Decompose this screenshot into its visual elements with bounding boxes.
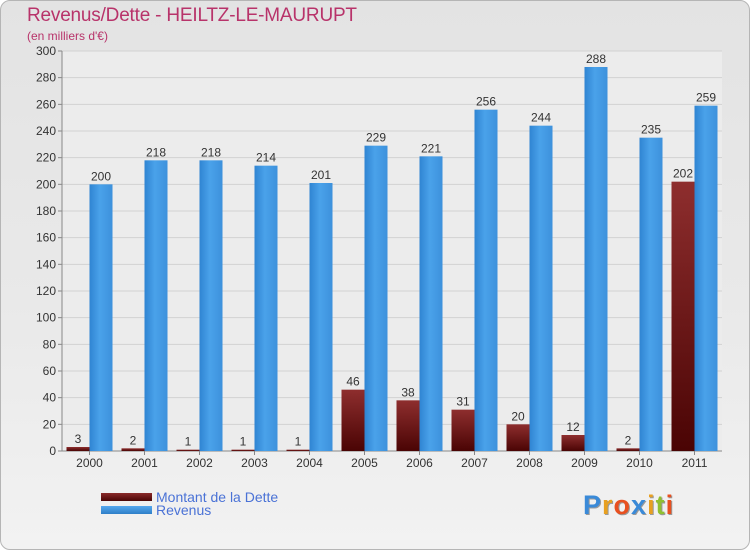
- y-tick-label: 280: [36, 71, 56, 85]
- data-label-revenus-2008: 244: [531, 111, 551, 125]
- y-tick-label: 180: [36, 204, 56, 218]
- bar-revenus-2004: [309, 183, 333, 451]
- legend-label-revenus: Revenus: [156, 502, 212, 518]
- logo-letter: t: [655, 490, 666, 520]
- bar-debt-2008: [506, 424, 530, 451]
- logo-letter: i: [647, 490, 656, 520]
- x-tick-label: 2005: [351, 456, 378, 470]
- data-label-revenus-2009: 288: [586, 52, 606, 66]
- y-tick-label: 240: [36, 124, 56, 138]
- data-label-revenus-2006: 221: [421, 141, 441, 155]
- bar-revenus-2005: [364, 145, 388, 451]
- bar-revenus-2011: [694, 105, 718, 452]
- data-label-debt-2005: 46: [346, 375, 360, 389]
- bar-revenus-2010: [639, 137, 663, 451]
- data-label-revenus-2001: 218: [146, 145, 166, 159]
- data-label-debt-2000: 3: [75, 432, 82, 446]
- data-label-debt-2003: 1: [240, 435, 247, 449]
- logo-letter: x: [631, 490, 648, 520]
- data-label-debt-2004: 1: [295, 435, 302, 449]
- legend-swatch-revenus: [101, 506, 152, 514]
- y-tick-label: 160: [36, 231, 56, 245]
- x-tick-label: 2004: [296, 456, 323, 470]
- bar-debt-2004: [286, 449, 310, 451]
- bar-debt-2002: [176, 449, 200, 451]
- y-tick-label: 60: [43, 364, 57, 378]
- data-label-revenus-2003: 214: [256, 151, 276, 165]
- legend-swatch-debt: [101, 493, 152, 501]
- data-label-debt-2002: 1: [185, 435, 192, 449]
- logo-letter: r: [602, 490, 614, 520]
- data-label-revenus-2010: 235: [641, 123, 661, 137]
- bar-revenus-2002: [199, 160, 223, 452]
- y-tick-label: 120: [36, 284, 56, 298]
- x-tick-label: 2003: [241, 456, 268, 470]
- data-label-debt-2006: 38: [401, 385, 415, 399]
- data-label-debt-2010: 2: [625, 433, 632, 447]
- bar-debt-2001: [121, 448, 145, 451]
- bar-revenus-2007: [474, 109, 498, 452]
- data-label-debt-2001: 2: [130, 433, 137, 447]
- x-tick-label: 2009: [571, 456, 598, 470]
- y-tick-label: 100: [36, 311, 56, 325]
- data-label-debt-2011: 202: [673, 167, 693, 181]
- data-label-revenus-2004: 201: [311, 168, 331, 182]
- y-tick-label: 220: [36, 151, 56, 165]
- data-label-revenus-2011: 259: [696, 91, 716, 105]
- x-tick-label: 2006: [406, 456, 433, 470]
- x-tick-label: 2011: [682, 456, 708, 470]
- chart-title: Revenus/Dette - HEILTZ-LE-MAURUPT: [27, 5, 357, 26]
- data-label-revenus-2000: 200: [91, 169, 111, 183]
- data-label-debt-2007: 31: [456, 395, 470, 409]
- bar-revenus-2000: [89, 184, 113, 452]
- data-label-debt-2008: 20: [511, 409, 525, 423]
- bar-debt-2003: [231, 449, 255, 451]
- logo-letter: P: [583, 490, 603, 520]
- x-tick-label: 2007: [461, 456, 488, 470]
- bar-revenus-2008: [529, 125, 553, 452]
- bar-debt-2006: [396, 400, 420, 451]
- chart-subtitle: (en milliers d'€): [27, 29, 108, 43]
- bar-revenus-2006: [419, 156, 443, 452]
- y-tick-label: 80: [43, 337, 57, 351]
- x-tick-label: 2008: [516, 456, 543, 470]
- x-tick-label: 2002: [186, 456, 213, 470]
- bar-revenus-2003: [254, 165, 278, 451]
- data-label-revenus-2002: 218: [201, 145, 221, 159]
- bar-debt-2005: [341, 389, 365, 451]
- logo-letter: i: [665, 490, 675, 520]
- data-label-revenus-2007: 256: [476, 95, 496, 109]
- y-tick-label: 0: [49, 444, 56, 458]
- y-tick-label: 260: [36, 97, 56, 111]
- y-tick-label: 140: [36, 257, 56, 271]
- bar-debt-2000: [66, 447, 90, 451]
- data-label-revenus-2005: 229: [366, 131, 386, 145]
- data-label-debt-2009: 12: [566, 420, 580, 434]
- x-tick-label: 2000: [76, 456, 103, 470]
- x-tick-label: 2010: [626, 456, 653, 470]
- bar-debt-2009: [561, 435, 585, 451]
- bar-revenus-2009: [584, 67, 608, 451]
- proxiti-logo: Proxiti: [583, 490, 674, 521]
- bar-debt-2007: [451, 409, 475, 451]
- y-tick-label: 40: [43, 391, 57, 405]
- x-tick-label: 2001: [131, 456, 158, 470]
- bar-debt-2011: [671, 181, 695, 451]
- y-tick-label: 200: [36, 177, 56, 191]
- bar-debt-2010: [616, 448, 640, 451]
- logo-letter: o: [613, 490, 632, 520]
- y-tick-label: 300: [36, 44, 56, 58]
- bar-revenus-2001: [144, 160, 168, 452]
- legend-label-debt: Montant de la Dette: [156, 489, 279, 505]
- y-tick-label: 20: [43, 417, 57, 431]
- plot-area: [62, 51, 722, 451]
